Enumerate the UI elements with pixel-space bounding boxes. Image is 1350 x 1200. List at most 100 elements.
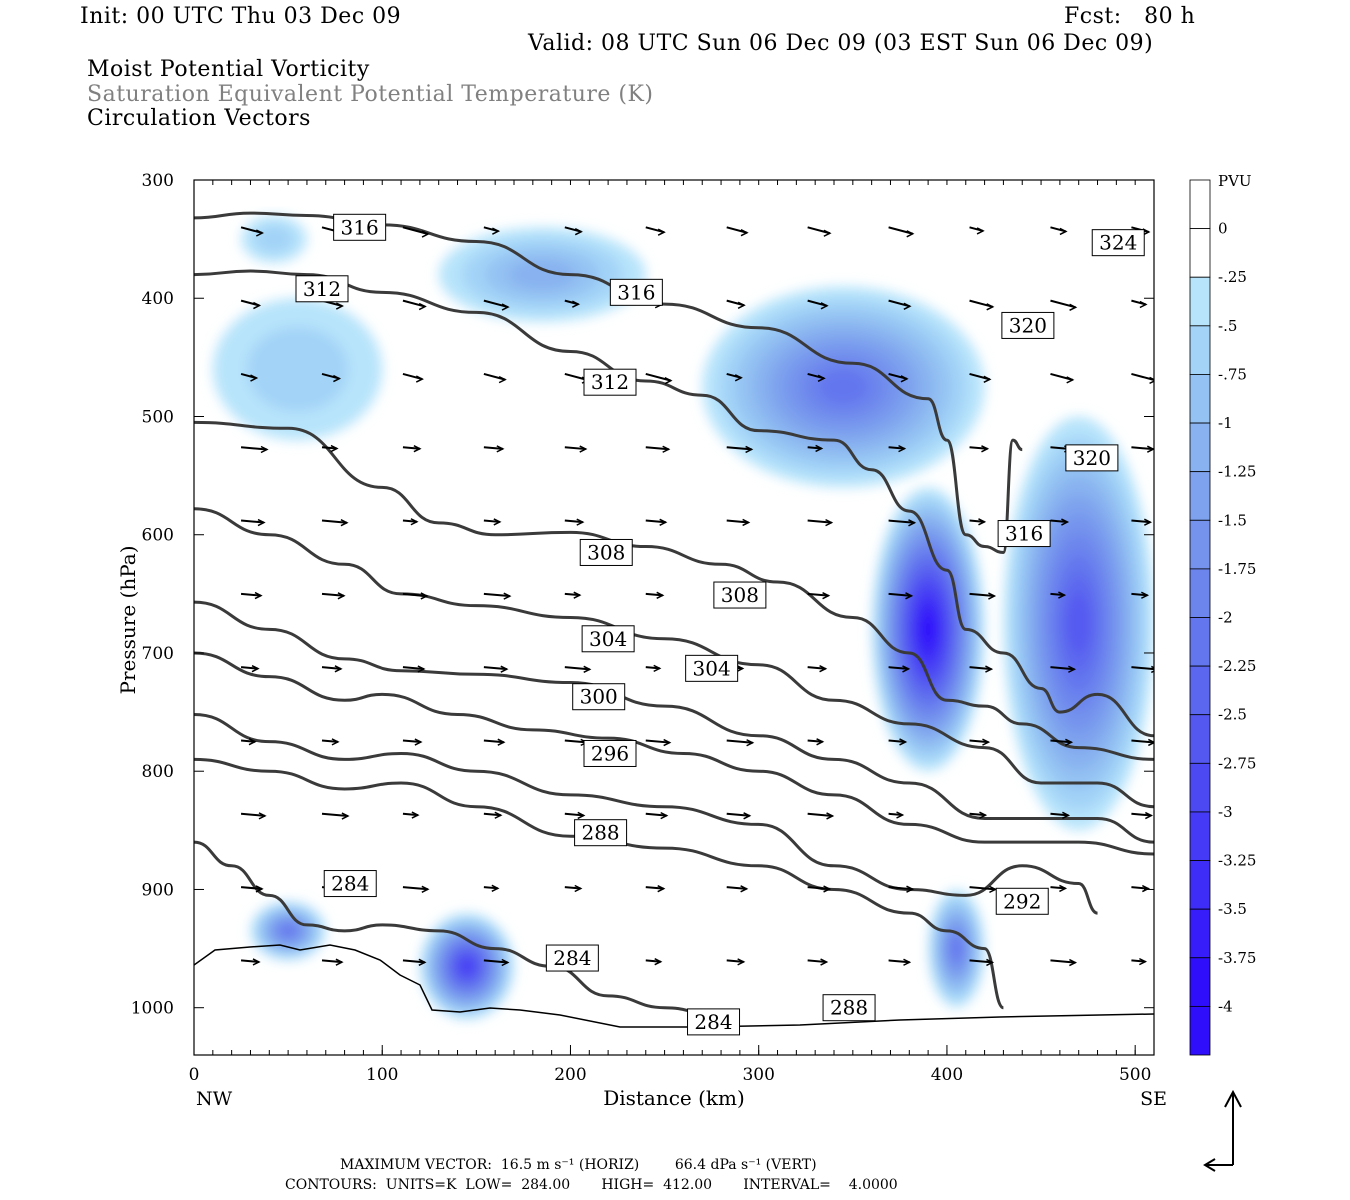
colorbar-swatch (1189, 908, 1211, 959)
contour-label: 304 (581, 625, 635, 653)
contour-label: 296 (583, 739, 637, 767)
contour-label-text: 304 (693, 656, 731, 680)
vector-arrow (969, 518, 987, 526)
vector-arrow (402, 518, 419, 526)
vector-arrow (1050, 372, 1075, 384)
vector-arrow (807, 885, 832, 893)
colorbar-label: -.25 (1218, 268, 1247, 286)
vector-arrow (321, 444, 339, 453)
vector-arrow (645, 372, 673, 385)
vector-arrow (969, 372, 992, 384)
contour-label-text: 316 (1005, 522, 1043, 546)
contour-label: 324 (1091, 229, 1145, 257)
pv-shading (212, 215, 1154, 1020)
contour-line (194, 600, 1154, 844)
vector-arrow (645, 884, 666, 893)
plot-frame (193, 179, 1155, 1056)
vector-arrow (969, 226, 985, 235)
colorbar-swatch (1189, 179, 1211, 230)
vector-arrow (402, 299, 427, 311)
vector-arrow (240, 738, 257, 746)
vector-arrow (321, 812, 350, 820)
vector-arrow (888, 226, 915, 238)
vector-arrow (645, 226, 666, 236)
vector-arrow (888, 444, 907, 453)
vector-arrow (402, 372, 424, 383)
colorbar-swatch (1189, 519, 1211, 570)
pv-region (212, 298, 383, 441)
vector-arrow (240, 518, 266, 527)
y-tick-label: 700 (142, 644, 174, 664)
pv-region (419, 913, 514, 1020)
vector-arrow (402, 811, 420, 819)
vector-arrow (969, 811, 988, 819)
theta-e-contours (194, 211, 1154, 1016)
colorbar-label: -2 (1218, 609, 1233, 627)
vector-arrow (483, 299, 510, 311)
vector-arrow (888, 885, 915, 893)
vector-arrow (483, 518, 502, 526)
vector-arrow (564, 445, 588, 453)
contour-line (194, 507, 1154, 809)
contour-label-text: 324 (1099, 231, 1137, 255)
vector-arrow (969, 592, 997, 600)
colorbar-swatch (1189, 665, 1211, 716)
contour-label-text: 288 (830, 996, 868, 1020)
colorbar-swatch (1189, 957, 1211, 1007)
y-tick-label: 500 (142, 407, 174, 427)
contour-info: CONTOURS: UNITS=K LOW= 284.00 HIGH= 412.… (285, 1177, 898, 1193)
vector-arrow (1050, 591, 1067, 599)
contour-label-text: 284 (331, 872, 369, 896)
vector-arrow (402, 885, 430, 893)
y-tick-label: 1000 (131, 999, 174, 1019)
contour-label-text: 284 (694, 1010, 732, 1034)
vector-arrow (483, 958, 510, 967)
vector-arrow (726, 299, 746, 309)
vector-arrow (807, 372, 826, 382)
colorbar-label: -3.75 (1218, 949, 1256, 967)
vector-arrow (1131, 299, 1148, 309)
colorbar-swatch (1189, 762, 1211, 813)
colorbar-swatch (1189, 228, 1211, 278)
x-endpoint-left: NW (196, 1088, 233, 1110)
contour-label: 316 (333, 213, 387, 241)
vector-arrow (888, 592, 914, 600)
vector-arrow (1131, 738, 1154, 747)
vector-arrow (564, 591, 582, 599)
colorbar-label: -2.5 (1218, 706, 1247, 724)
colorbar-swatch (1189, 1005, 1211, 1056)
vector-arrow (321, 592, 346, 600)
y-tick-label: 300 (142, 171, 174, 191)
vector-arrow (483, 592, 512, 600)
vector-arrow (1131, 665, 1154, 674)
y-tick-label: 400 (142, 289, 174, 309)
vector-arrow (1131, 591, 1150, 599)
contour-label-text: 296 (591, 741, 629, 765)
colorbar-label: -1.25 (1218, 463, 1256, 481)
colorbar-swatch (1189, 617, 1211, 667)
vector-arrow (726, 518, 751, 527)
vector-arrow (321, 665, 343, 673)
contour-label: 288 (574, 819, 628, 847)
contour-line (194, 840, 712, 1016)
pv-region (241, 215, 307, 263)
vector-arrow (564, 884, 583, 893)
vector-arrow (240, 445, 269, 454)
colorbar-label: -1.5 (1218, 511, 1247, 529)
vector-arrow (1050, 811, 1071, 820)
vector-arrow (1131, 518, 1153, 526)
colorbar-label: 0 (1218, 220, 1228, 238)
vector-arrow (969, 885, 998, 894)
valid-time: Valid: 08 UTC Sun 06 Dec 09 (03 EST Sun … (528, 31, 1154, 56)
x-tick-label: 300 (742, 1065, 774, 1085)
contour-label-text: 300 (580, 685, 618, 709)
x-tick-label: 100 (366, 1065, 398, 1085)
vector-arrow (402, 226, 430, 238)
colorbar-swatch (1189, 811, 1211, 861)
colorbar-swatch (1189, 471, 1211, 521)
colorbar-label: -3.25 (1218, 852, 1256, 870)
colorbar-label: -2.25 (1218, 657, 1256, 675)
max-vector-note: MAXIMUM VECTOR: 16.5 m s⁻¹ (HORIZ) 66.4 … (340, 1157, 817, 1173)
vector-arrow (564, 518, 585, 526)
vector-arrow (726, 812, 752, 820)
